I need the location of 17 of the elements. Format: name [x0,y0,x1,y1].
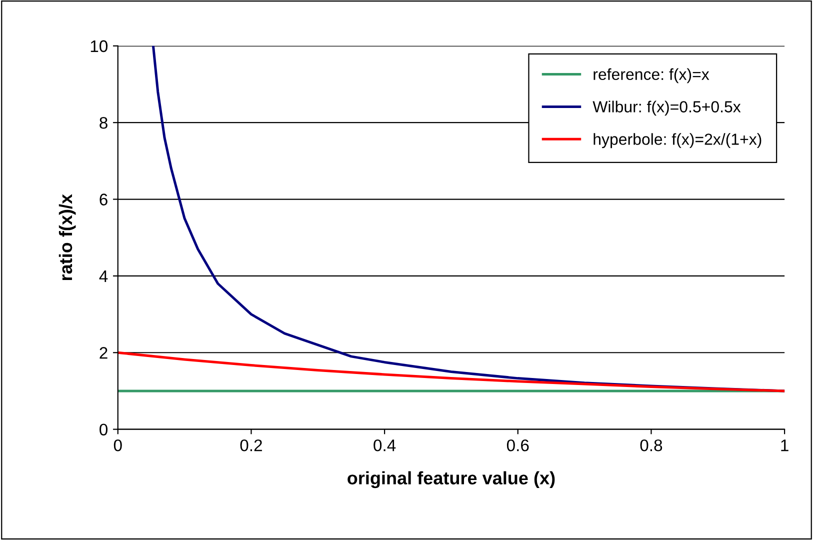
x-axis-title: original feature value (x) [348,471,555,488]
y-tick-label: 6 [100,194,108,206]
x-tick-label: 1 [781,440,788,452]
y-tick-label: 8 [100,116,108,129]
y-tick-label: 10 [90,40,108,52]
y-axis-title: ratio f(x)/x [58,194,76,280]
y-tick-label: 4 [99,270,108,282]
x-tick-label: 0.6 [506,439,529,452]
x-tick-label: 0.8 [640,439,662,452]
x-tick-label: 0.4 [374,439,396,452]
legend-label: reference: f(x)=x [594,68,710,84]
x-tick-label: 0 [114,439,122,452]
y-tick-label: 0 [100,424,108,436]
x-tick-label: 0.2 [240,439,262,452]
legend-label: hyperbole: f(x)=2x/(1+x) [594,133,762,148]
legend-label: Wilbur: f(x)=0.5+0.5x [592,100,741,116]
y-tick-label: 2 [100,347,108,359]
